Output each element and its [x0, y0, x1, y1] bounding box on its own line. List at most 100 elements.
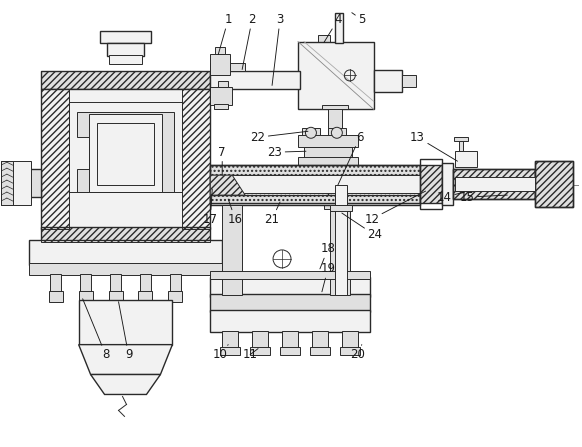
Bar: [107, 42, 144, 55]
Bar: [318, 34, 330, 42]
Text: 7: 7: [218, 146, 226, 175]
Text: 16: 16: [228, 199, 243, 226]
Bar: [342, 331, 358, 349]
Polygon shape: [1, 161, 13, 205]
Text: 24: 24: [342, 213, 382, 241]
Bar: [139, 291, 152, 302]
Bar: [41, 72, 210, 89]
Bar: [100, 30, 151, 42]
Bar: [214, 104, 228, 110]
Bar: [210, 195, 420, 205]
Text: 6: 6: [338, 131, 364, 185]
Bar: [298, 157, 358, 171]
Bar: [168, 291, 182, 302]
Bar: [453, 169, 535, 199]
Text: 5: 5: [352, 13, 365, 26]
Bar: [322, 105, 348, 110]
Polygon shape: [91, 375, 161, 394]
Bar: [280, 346, 300, 354]
Bar: [340, 346, 360, 354]
Bar: [328, 128, 346, 137]
Bar: [302, 128, 320, 137]
Bar: [310, 346, 330, 354]
Bar: [402, 76, 416, 88]
Bar: [328, 107, 342, 142]
Bar: [140, 274, 151, 292]
Bar: [110, 274, 121, 292]
Bar: [312, 331, 328, 349]
Text: 11: 11: [243, 348, 258, 361]
Bar: [210, 165, 420, 203]
Bar: [210, 271, 370, 279]
Bar: [459, 141, 463, 151]
Bar: [41, 227, 210, 242]
Bar: [250, 346, 270, 354]
Text: 21: 21: [265, 202, 280, 226]
Circle shape: [306, 127, 317, 138]
Bar: [218, 81, 228, 88]
Polygon shape: [77, 112, 175, 192]
Bar: [453, 169, 535, 199]
Bar: [1, 169, 41, 197]
Text: 12: 12: [364, 191, 425, 226]
Bar: [109, 291, 123, 302]
Bar: [455, 137, 469, 141]
Bar: [222, 205, 242, 295]
Text: 23: 23: [268, 146, 306, 159]
Bar: [335, 185, 347, 295]
Bar: [220, 346, 240, 354]
Bar: [324, 203, 344, 209]
Bar: [210, 165, 420, 203]
Bar: [50, 274, 61, 292]
Bar: [210, 54, 230, 76]
Bar: [215, 46, 225, 54]
Polygon shape: [79, 345, 172, 375]
Bar: [222, 331, 238, 349]
Text: 2: 2: [242, 13, 256, 69]
Bar: [328, 169, 340, 205]
Bar: [335, 13, 343, 42]
Bar: [442, 163, 453, 205]
Bar: [69, 102, 182, 192]
Bar: [456, 151, 477, 167]
Text: 18: 18: [320, 242, 335, 269]
Bar: [456, 177, 535, 191]
Text: 17: 17: [203, 189, 218, 226]
Bar: [1, 161, 31, 205]
Bar: [97, 123, 154, 185]
Bar: [210, 310, 370, 332]
Text: 4: 4: [324, 13, 342, 42]
Bar: [535, 161, 573, 207]
Text: 1: 1: [218, 13, 232, 55]
Bar: [41, 227, 210, 242]
Bar: [170, 274, 181, 292]
Bar: [210, 165, 420, 175]
Bar: [109, 55, 143, 64]
Bar: [322, 42, 327, 47]
Bar: [88, 114, 162, 192]
Text: 22: 22: [251, 131, 308, 144]
Text: 14: 14: [437, 190, 464, 203]
Text: 8: 8: [83, 299, 109, 361]
Bar: [374, 71, 402, 93]
Bar: [210, 72, 300, 89]
Bar: [252, 331, 268, 349]
Bar: [79, 291, 93, 302]
Text: 13: 13: [410, 131, 457, 161]
Text: 9: 9: [119, 302, 132, 361]
Bar: [210, 277, 370, 297]
Bar: [29, 263, 222, 275]
Text: 10: 10: [213, 345, 228, 361]
Bar: [298, 135, 358, 147]
Bar: [80, 274, 91, 292]
Bar: [282, 331, 298, 349]
Bar: [420, 159, 442, 209]
Bar: [79, 300, 172, 345]
Circle shape: [331, 127, 342, 138]
Bar: [49, 291, 63, 302]
Bar: [304, 147, 352, 159]
Bar: [29, 240, 222, 265]
Bar: [330, 205, 350, 295]
Bar: [210, 175, 420, 193]
Bar: [298, 42, 374, 110]
